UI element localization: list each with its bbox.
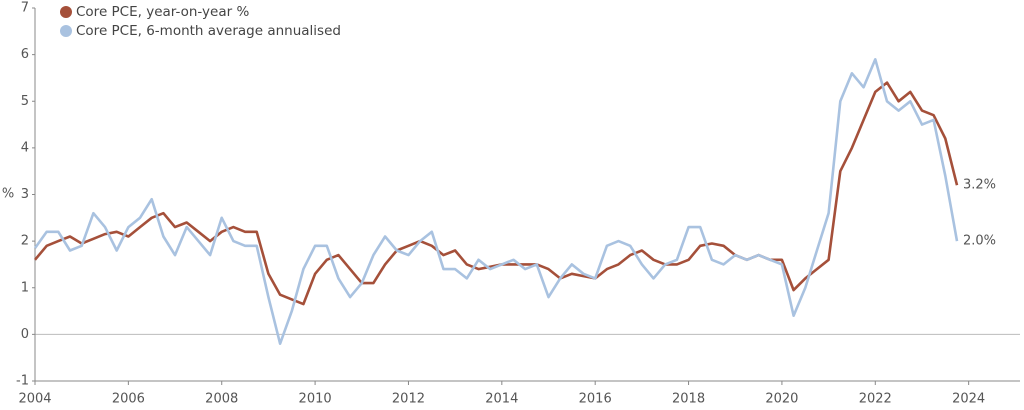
x-tick-label: 2008	[205, 392, 238, 407]
series-line	[33, 58, 959, 345]
y-tick-label: 6	[21, 47, 29, 62]
y-tick-label: 5	[21, 94, 29, 109]
y-tick-label: 1	[21, 280, 29, 295]
y-axis-label: %	[2, 187, 14, 202]
x-tick-label: 2022	[859, 392, 892, 407]
y-tick-label: 2	[21, 234, 29, 249]
x-tick-label: 2014	[485, 392, 518, 407]
y-tick-label: 3	[21, 187, 29, 202]
x-tick-label: 2016	[579, 392, 612, 407]
series-line	[34, 81, 959, 306]
x-tick-label: 2004	[18, 392, 51, 407]
legend-label: Core PCE, year-on-year %	[76, 4, 249, 20]
x-tick-label: 2020	[765, 392, 798, 407]
x-tick-label: 2018	[672, 392, 705, 407]
legend-marker	[60, 25, 72, 37]
legend-marker	[60, 6, 72, 18]
x-tick-label: 2006	[112, 392, 145, 407]
y-tick-label: 4	[21, 140, 29, 155]
value-label: 2.0%	[963, 234, 996, 249]
value-label: 3.2%	[963, 178, 996, 193]
x-tick-label: 2010	[299, 392, 332, 407]
x-tick-label: 2024	[952, 392, 985, 407]
x-tick-label: 2012	[392, 392, 425, 407]
legend-label: Core PCE, 6-month average annualised	[76, 23, 341, 39]
y-tick-label: 0	[21, 327, 29, 342]
y-tick-label: 7	[21, 1, 29, 16]
y-tick-label: -1	[16, 374, 29, 389]
